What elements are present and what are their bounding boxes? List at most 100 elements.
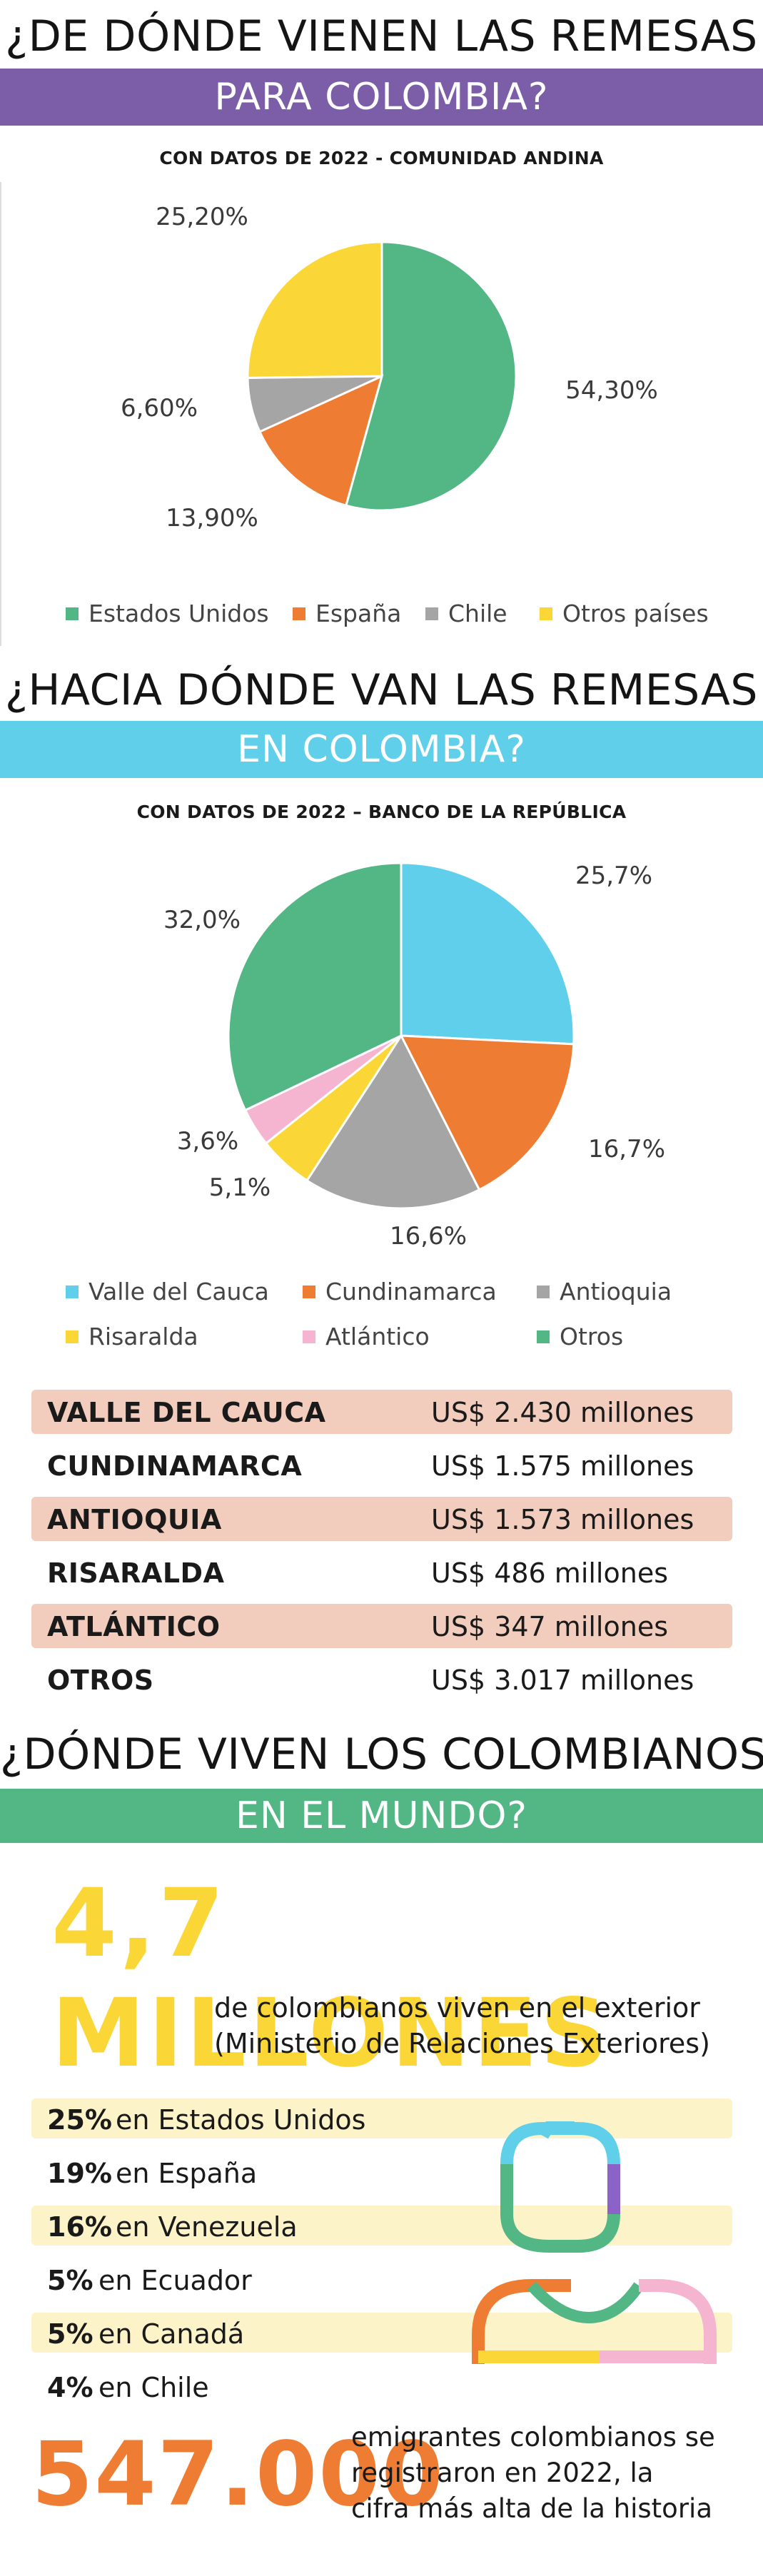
- emigrants-figure: 547.000: [31, 2423, 445, 2526]
- country-name: en Canadá: [98, 2318, 245, 2350]
- chart1-left-border: [0, 182, 1, 646]
- region-amount: US$ 1.573 millones: [431, 1504, 694, 1535]
- pie2-data-label-2: 16,6%: [390, 1222, 467, 1251]
- pie2-data-label-5: 32,0%: [163, 906, 241, 934]
- pie2-slice-2: [305, 1034, 481, 1210]
- legend-swatch: [425, 607, 438, 620]
- pie1-data-label-1: 13,90%: [166, 504, 258, 532]
- pie1-slice-1: [258, 374, 384, 507]
- legend2-item-4: Atlántico: [303, 1323, 430, 1350]
- legend2-item-5: Otros: [537, 1323, 623, 1350]
- legend1-item-1: España: [293, 600, 401, 627]
- legend1-item-2: Chile: [425, 600, 507, 627]
- country-name: en Estados Unidos: [116, 2104, 366, 2136]
- legend2-item-1: Cundinamarca: [303, 1278, 497, 1305]
- country-percent: 25%: [47, 2104, 112, 2136]
- legend1-item-3: Otros países: [540, 600, 709, 627]
- pie2-data-label-1: 16,7%: [588, 1135, 665, 1163]
- emigrants-caption-3: cifra más alta de la historia: [351, 2493, 712, 2524]
- legend2-item-3: Risaralda: [66, 1323, 198, 1350]
- legend-label: Antioquia: [560, 1278, 672, 1305]
- region-amount: US$ 1.575 millones: [431, 1450, 694, 1482]
- legend-swatch: [303, 1330, 315, 1343]
- country-name: en Ecuador: [98, 2265, 252, 2296]
- remittance-origin-pie-chart: 54,30% 13,90% 6,60% 25,20%: [121, 203, 658, 532]
- pie1-slice-3: [246, 241, 383, 379]
- legend-label: Otros: [560, 1323, 624, 1350]
- pie2-data-label-4: 3,6%: [177, 1127, 238, 1156]
- legend-swatch: [537, 1285, 550, 1298]
- country-percent: 5%: [47, 2265, 94, 2296]
- section1-title: ¿DE DÓNDE VIENEN LAS REMESAS: [5, 11, 758, 61]
- pie1-data-label-2: 6,60%: [121, 394, 198, 423]
- legend-swatch: [66, 1285, 79, 1298]
- pie1-slice-0: [344, 241, 517, 512]
- colombians-abroad-figure: 4,7 MILLONES: [51, 1869, 611, 2088]
- country-percent: 16%: [47, 2211, 112, 2243]
- region-amount: US$ 347 millones: [431, 1611, 668, 1642]
- region-amount: US$ 2.430 millones: [431, 1397, 694, 1428]
- legend-label: Cundinamarca: [325, 1278, 497, 1305]
- colombians-abroad-caption-2: (Ministerio de Relaciones Exteriores): [214, 2028, 710, 2059]
- pie2-slice-1: [399, 1034, 575, 1191]
- region-name: VALLE DEL CAUCA: [47, 1397, 326, 1428]
- amount-row: ATLÁNTICO US$ 347 millones: [31, 1604, 732, 1648]
- legend-label: Otros países: [562, 600, 709, 627]
- country-name: en Venezuela: [116, 2211, 298, 2243]
- legend-swatch: [540, 607, 552, 620]
- legend-label: España: [315, 600, 402, 627]
- legend1-item-0: Estados Unidos: [66, 600, 269, 627]
- country-row: 5% en Canadá: [31, 2313, 732, 2353]
- amount-row: OTROS US$ 3.017 millones: [31, 1657, 732, 1702]
- region-name: ANTIOQUIA: [47, 1504, 222, 1535]
- legend-label: Atlántico: [325, 1323, 430, 1350]
- emigrants-caption-2: registraron en 2022, la: [351, 2458, 654, 2488]
- region-amount: US$ 486 millones: [431, 1557, 668, 1589]
- country-percent: 19%: [47, 2158, 112, 2189]
- country-row: 19% en España: [31, 2152, 732, 2192]
- country-percent: 4%: [47, 2372, 94, 2403]
- pie1-data-label-3: 25,20%: [156, 203, 248, 231]
- pie2-slice-5: [227, 862, 403, 1112]
- country-name: en España: [116, 2158, 258, 2189]
- pie2-data-label-0: 25,7%: [575, 862, 652, 890]
- legend2-item-0: Valle del Cauca: [66, 1278, 269, 1305]
- amount-row: CUNDINAMARCA US$ 1.575 millones: [31, 1443, 732, 1487]
- legend-label: Chile: [448, 600, 507, 627]
- colombians-abroad-caption-1: de colombianos viven en el exterior: [214, 1992, 700, 2024]
- country-row: 5% en Ecuador: [31, 2259, 732, 2299]
- country-row: 4% en Chile: [31, 2366, 732, 2406]
- region-name: CUNDINAMARCA: [47, 1450, 303, 1482]
- country-row: 25% en Estados Unidos: [31, 2098, 732, 2138]
- region-name: OTROS: [47, 1665, 154, 1696]
- amount-row: ANTIOQUIA US$ 1.573 millones: [31, 1497, 732, 1541]
- amount-row: RISARALDA US$ 486 millones: [31, 1550, 732, 1595]
- legend-swatch: [537, 1330, 550, 1343]
- section1-subtitle: CON DATOS DE 2022 - COMUNIDAD ANDINA: [159, 148, 604, 168]
- remittance-destination-pie-chart: 25,7% 16,7% 16,6% 5,1% 3,6% 32,0%: [163, 862, 665, 1251]
- person-icon: [472, 2121, 717, 2364]
- country-name: en Chile: [98, 2372, 209, 2403]
- section3-band: EN EL MUNDO?: [0, 1789, 763, 1843]
- country-percent: 5%: [47, 2318, 94, 2350]
- legend-label: Risaralda: [89, 1323, 198, 1350]
- legend-swatch: [293, 607, 305, 620]
- legend-label: Estados Unidos: [89, 600, 269, 627]
- emigrants-caption-1: emigrantes colombianos se: [351, 2422, 715, 2453]
- region-amount: US$ 3.017 millones: [431, 1665, 694, 1696]
- section2-band: EN COLOMBIA?: [0, 721, 763, 778]
- region-name: ATLÁNTICO: [47, 1611, 221, 1642]
- pie1-data-label-0: 54,30%: [565, 376, 658, 405]
- section1-band: PARA COLOMBIA?: [0, 69, 763, 126]
- legend-swatch: [66, 1330, 79, 1343]
- legend-swatch: [66, 607, 79, 620]
- pie2-slice-0: [400, 862, 575, 1046]
- amount-row: VALLE DEL CAUCA US$ 2.430 millones: [31, 1390, 732, 1434]
- section3-title: ¿DÓNDE VIVEN LOS COLOMBIANOS: [0, 1729, 763, 1779]
- legend-swatch: [303, 1285, 315, 1298]
- legend2-item-2: Antioquia: [537, 1278, 672, 1305]
- pie2-data-label-3: 5,1%: [209, 1173, 271, 1202]
- section2-title: ¿HACIA DÓNDE VAN LAS REMESAS: [5, 665, 758, 715]
- legend-label: Valle del Cauca: [89, 1278, 269, 1305]
- section2-subtitle: CON DATOS DE 2022 – BANCO DE LA REPÚBLIC…: [136, 802, 627, 822]
